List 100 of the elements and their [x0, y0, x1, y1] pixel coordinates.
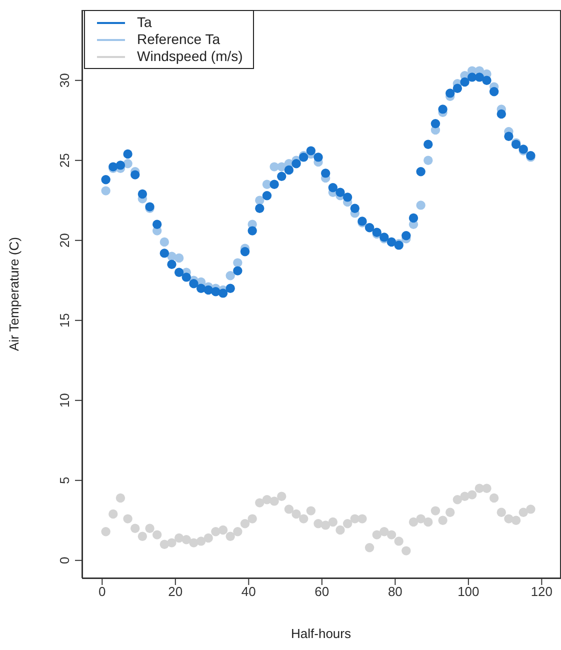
point	[394, 536, 404, 546]
point	[342, 192, 352, 202]
point	[328, 517, 338, 527]
point	[138, 532, 148, 541]
point	[489, 493, 499, 503]
point	[123, 514, 132, 524]
point	[218, 525, 228, 535]
point	[240, 519, 250, 528]
point	[372, 530, 382, 540]
point	[474, 72, 484, 82]
point	[292, 509, 301, 519]
point	[226, 271, 235, 280]
point	[424, 156, 433, 165]
point	[182, 535, 191, 544]
point	[424, 140, 433, 149]
point	[116, 160, 126, 170]
point	[277, 172, 286, 181]
x-tick-label: 80	[388, 584, 402, 600]
point	[460, 77, 470, 87]
point	[416, 514, 426, 524]
point	[182, 272, 191, 282]
legend-label: Ta	[137, 14, 152, 31]
point	[467, 490, 477, 500]
point	[511, 516, 521, 525]
point	[482, 484, 492, 493]
point	[496, 508, 506, 517]
point	[108, 509, 118, 519]
point	[218, 288, 228, 298]
point	[284, 165, 294, 175]
point	[328, 183, 338, 192]
point	[526, 504, 536, 514]
point	[248, 226, 257, 236]
point	[320, 168, 330, 178]
point	[320, 520, 330, 530]
point	[233, 258, 242, 268]
point	[446, 88, 455, 98]
x-tick-label: 60	[314, 584, 330, 600]
x-tick-label: 120	[530, 584, 553, 600]
point	[167, 538, 176, 548]
point	[116, 493, 126, 503]
point	[452, 84, 462, 93]
point	[342, 519, 352, 528]
point	[270, 180, 279, 189]
point	[204, 533, 213, 543]
point	[174, 268, 184, 277]
point	[402, 231, 411, 240]
x-tick-label: 0	[98, 584, 106, 600]
point	[101, 527, 110, 536]
point	[306, 506, 316, 516]
point	[416, 200, 426, 210]
point	[123, 149, 132, 159]
point	[402, 546, 411, 556]
y-tick-label: 30	[57, 73, 72, 88]
point	[314, 152, 323, 162]
point	[408, 517, 418, 527]
point	[364, 543, 374, 552]
point	[504, 132, 514, 141]
point	[174, 533, 184, 543]
point	[438, 104, 448, 114]
point	[152, 530, 162, 540]
y-tick-label: 5	[57, 476, 72, 484]
point	[358, 514, 367, 524]
point	[145, 524, 154, 533]
point	[438, 516, 448, 525]
point	[233, 527, 242, 536]
point	[284, 504, 294, 514]
point	[277, 492, 286, 501]
x-tick-label: 100	[458, 584, 480, 600]
point	[167, 260, 176, 269]
x-tick-label: 40	[241, 584, 256, 600]
y-tick-label: 10	[57, 393, 72, 408]
legend-label: Reference Ta	[137, 31, 220, 48]
point	[518, 508, 528, 517]
legend-label: Windspeed (m/s)	[137, 48, 243, 65]
y-tick-label: 20	[57, 233, 72, 248]
point	[152, 220, 162, 229]
point	[424, 517, 433, 527]
point	[101, 175, 110, 184]
x-tick-label: 20	[168, 584, 183, 600]
point	[240, 247, 250, 256]
point	[189, 279, 198, 288]
point	[196, 284, 206, 293]
y-tick-label: 0	[57, 556, 72, 564]
y-tick-label: 25	[57, 153, 72, 168]
point	[306, 146, 316, 156]
point	[138, 189, 148, 199]
point	[386, 530, 396, 540]
point	[174, 253, 184, 263]
point	[408, 213, 418, 223]
point	[430, 119, 440, 128]
point	[262, 191, 272, 200]
point	[255, 204, 264, 213]
point	[255, 196, 264, 205]
point	[482, 76, 492, 85]
point	[130, 170, 140, 180]
point	[262, 495, 272, 504]
point	[430, 506, 440, 516]
point	[350, 204, 360, 213]
point	[248, 514, 257, 524]
point	[452, 495, 462, 504]
